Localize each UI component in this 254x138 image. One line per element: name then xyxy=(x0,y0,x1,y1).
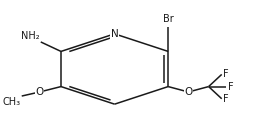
Text: CH₃: CH₃ xyxy=(2,97,21,107)
Text: N: N xyxy=(111,29,118,39)
Text: F: F xyxy=(223,69,229,79)
Text: F: F xyxy=(228,82,233,92)
Text: NH₂: NH₂ xyxy=(21,31,40,41)
Text: Br: Br xyxy=(163,14,173,24)
Text: O: O xyxy=(184,87,193,97)
Text: O: O xyxy=(36,87,44,97)
Text: F: F xyxy=(223,94,229,104)
